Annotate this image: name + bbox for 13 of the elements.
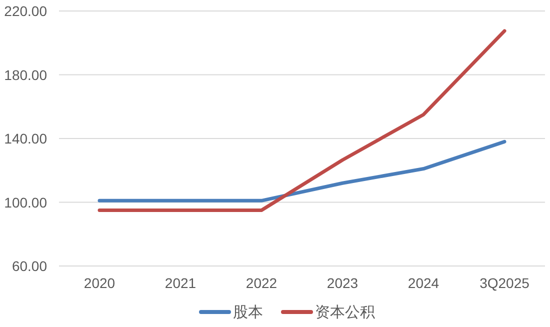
x-tick-label: 3Q2025 xyxy=(480,275,530,291)
legend-label: 资本公积 xyxy=(315,304,375,321)
x-tick-label: 2023 xyxy=(326,275,358,291)
y-tick-label: 220.00 xyxy=(4,3,48,19)
y-tick-label: 60.00 xyxy=(12,258,48,274)
x-tick-label: 2024 xyxy=(408,275,440,291)
x-tick-label: 2021 xyxy=(164,275,196,291)
x-tick-label: 2022 xyxy=(246,275,278,291)
legend-label: 股本 xyxy=(233,304,263,321)
x-tick-label: 2020 xyxy=(84,275,116,291)
y-tick-label: 180.00 xyxy=(4,66,48,83)
y-tick-label: 100.00 xyxy=(4,194,48,210)
y-tick-label: 140.00 xyxy=(4,130,48,146)
